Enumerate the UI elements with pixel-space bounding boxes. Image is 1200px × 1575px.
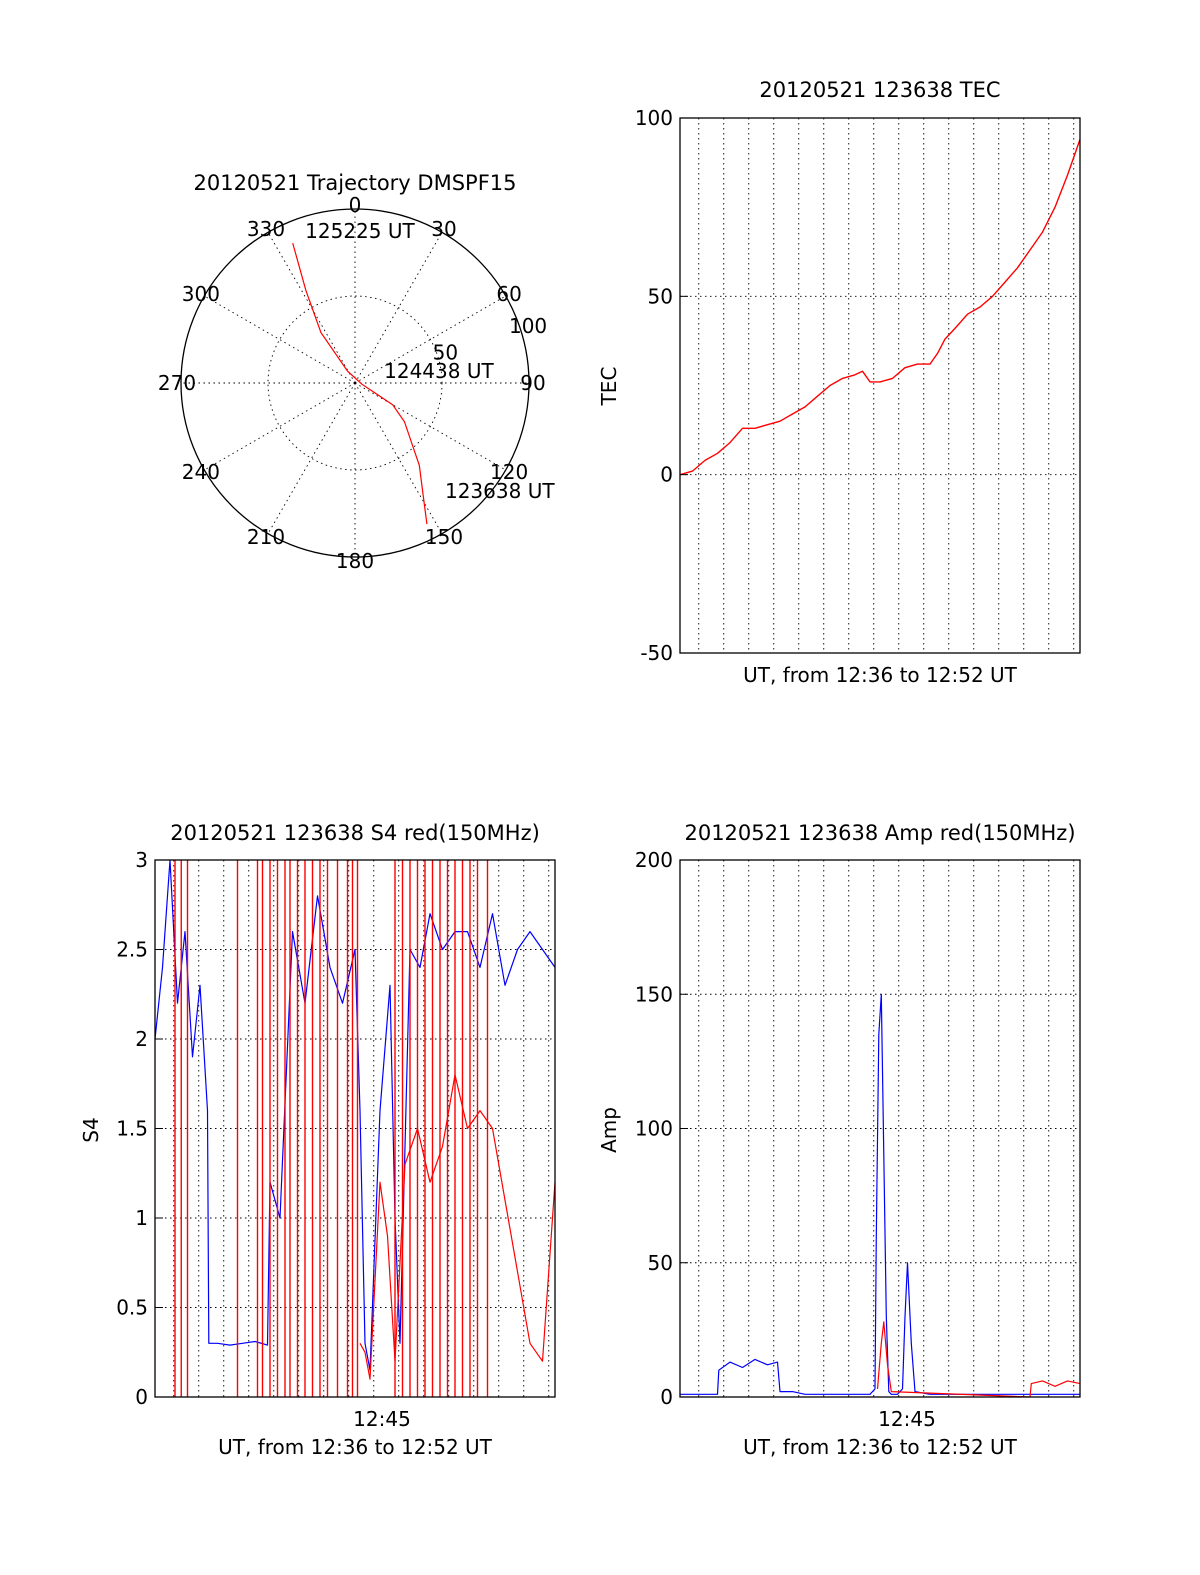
amp-line-blue bbox=[680, 993, 1080, 1395]
s4-ytick-label: 2.5 bbox=[116, 938, 148, 962]
s4-ytick-label: 2 bbox=[135, 1027, 148, 1051]
s4-ytick-label: 3 bbox=[135, 848, 148, 872]
s4-chart: 20120521 123638 S4 red(150MHz) 3 2.5 2 1.5 1… bbox=[79, 821, 556, 1459]
amp-series bbox=[680, 993, 1081, 1398]
polar-outer-circle bbox=[180, 208, 530, 558]
polar-spoke bbox=[354, 232, 443, 384]
s4-ytick-label: 1 bbox=[135, 1206, 148, 1230]
polar-spoke bbox=[354, 295, 506, 384]
trajectory-time-label: 124438 UT bbox=[384, 359, 494, 383]
polar-angle-label: 90 bbox=[520, 371, 545, 395]
tec-ytick-label: 0 bbox=[660, 463, 673, 487]
polar-title: 20120521 Trajectory DMSPF15 bbox=[193, 171, 516, 195]
polar-spoke bbox=[204, 382, 356, 471]
s4-ylabel: S4 bbox=[79, 1117, 103, 1142]
polar-spoke bbox=[267, 232, 356, 384]
tec-ytick-label: 50 bbox=[648, 284, 673, 308]
polar-angle-label: 30 bbox=[431, 217, 456, 241]
s4-y-ticks: 3 2.5 2 1.5 1 0.5 0 bbox=[116, 848, 163, 1409]
polar-chart: 20120521 Trajectory DMSPF15 0 30 60 90 120 15… bbox=[158, 171, 555, 573]
s4-line-blue bbox=[154, 859, 556, 1371]
amp-ytick-label: 150 bbox=[635, 982, 673, 1006]
tec-title: 20120521 123638 TEC bbox=[759, 78, 1000, 102]
polar-radial-labels: 50 100 bbox=[433, 314, 548, 365]
s4-xlabel: UT, from 12:36 to 12:52 UT bbox=[218, 1435, 493, 1459]
amp-title: 20120521 123638 Amp red(150MHz) bbox=[684, 821, 1075, 845]
s4-ytick-label: 1.5 bbox=[116, 1117, 148, 1141]
amp-ytick-label: 50 bbox=[648, 1251, 673, 1275]
polar-grid bbox=[181, 209, 529, 557]
polar-spoke bbox=[204, 295, 356, 384]
polar-angle-label: 60 bbox=[496, 282, 521, 306]
polar-angle-label: 150 bbox=[425, 525, 463, 549]
tec-series bbox=[679, 139, 1081, 476]
tec-ylabel: TEC bbox=[597, 367, 621, 407]
trajectory-time-label: 125225 UT bbox=[305, 219, 415, 243]
polar-trajectory bbox=[292, 242, 428, 525]
amp-xtick-label: 12:45 bbox=[878, 1407, 936, 1431]
trajectory-time-label: 123638 UT bbox=[445, 479, 555, 503]
polar-angle-label: 0 bbox=[349, 193, 362, 217]
s4-ytick-label: 0.5 bbox=[116, 1296, 148, 1320]
amp-ytick-label: 200 bbox=[635, 848, 673, 872]
polar-annotations: 125225 UT 124438 UT 123638 UT bbox=[305, 219, 555, 503]
amp-ytick-label: 0 bbox=[660, 1385, 673, 1409]
polar-angle-label: 270 bbox=[158, 371, 196, 395]
amp-chart: 20120521 123638 Amp red(150MHz) 200 150 10… bbox=[597, 821, 1081, 1459]
tec-chart: 20120521 123638 TEC 100 50 0 -50 TEC UT, fr… bbox=[597, 78, 1081, 687]
polar-angle-label: 120 bbox=[490, 460, 528, 484]
polar-spoke bbox=[267, 382, 356, 534]
s4-grid bbox=[155, 859, 555, 1398]
polar-angle-label: 300 bbox=[182, 282, 220, 306]
trajectory-line bbox=[292, 242, 428, 525]
tec-ytick-label: -50 bbox=[640, 641, 673, 665]
polar-angle-label: 240 bbox=[182, 460, 220, 484]
polar-radial-label: 50 bbox=[433, 341, 458, 365]
polar-radial-label: 100 bbox=[509, 314, 547, 338]
amp-y-ticks: 200 150 100 50 0 bbox=[635, 848, 688, 1409]
polar-angle-label: 180 bbox=[336, 549, 374, 573]
tec-grid bbox=[680, 117, 1080, 654]
polar-angle-label: 210 bbox=[247, 525, 285, 549]
tec-frame bbox=[679, 117, 1081, 654]
s4-title: 20120521 123638 S4 red(150MHz) bbox=[170, 821, 540, 845]
s4-xtick-label: 12:45 bbox=[353, 1407, 411, 1431]
tec-ytick-label: 100 bbox=[635, 106, 673, 130]
tec-y-ticks: 100 50 0 -50 bbox=[635, 106, 688, 665]
amp-line-red bbox=[876, 1321, 1081, 1398]
amp-ytick-label: 100 bbox=[635, 1117, 673, 1141]
polar-ring bbox=[267, 295, 443, 471]
s4-ytick-label: 0 bbox=[135, 1385, 148, 1409]
tec-xlabel: UT, from 12:36 to 12:52 UT bbox=[743, 663, 1018, 687]
polar-spoke bbox=[354, 382, 506, 471]
polar-spoke bbox=[354, 382, 443, 534]
s4-series bbox=[154, 859, 556, 1397]
amp-xlabel: UT, from 12:36 to 12:52 UT bbox=[743, 1435, 1018, 1459]
amp-ylabel: Amp bbox=[597, 1107, 621, 1153]
polar-angle-label: 330 bbox=[247, 217, 285, 241]
polar-angle-labels: 0 30 60 90 120 150 180 210 240 270 300 330 bbox=[158, 193, 546, 573]
s4-line-red bbox=[359, 1074, 556, 1380]
amp-grid bbox=[680, 859, 1080, 1398]
tec-line-red bbox=[679, 139, 1081, 476]
